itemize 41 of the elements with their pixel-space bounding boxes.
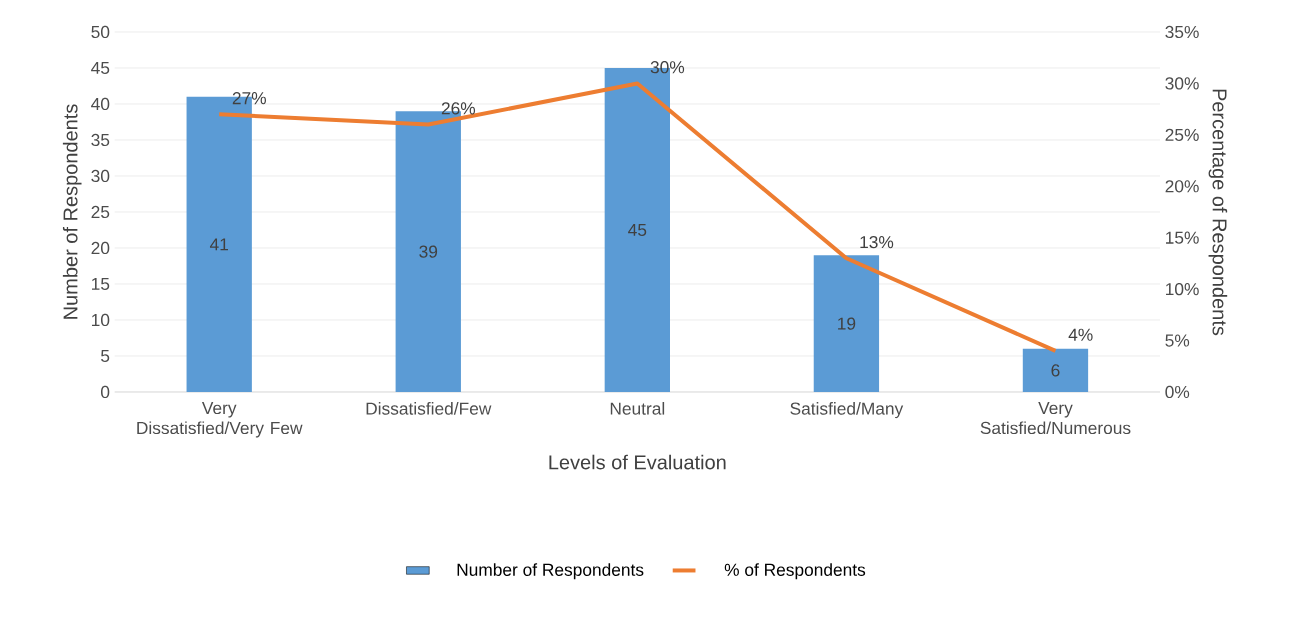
x-tick-label: Neutral [610,402,665,415]
y-tick-label: 10 [92,313,110,327]
data-label: 27% [232,92,266,105]
y-axis-title: Number of Respondents [62,104,82,319]
bar [813,255,880,392]
y-tick-label: 25 [91,205,110,219]
data-label: 45 [628,223,647,237]
data-label: 13% [860,235,894,249]
y-tick-label: 40 [91,97,110,111]
legend-label: Number of Respondents [457,563,644,580]
y2-tick-label: 25% [1165,128,1199,141]
y-tick-label: 20 [91,241,110,255]
data-label: 6 [1051,364,1060,377]
y2-tick-label: 5% [1165,334,1190,347]
y2-tick-label: 10% [1166,282,1199,296]
y2-tick-label: 35% [1165,25,1199,39]
y2-tick-label: 15% [1166,231,1199,244]
x-tick-label: Satisfied/Many [790,402,904,419]
y-tick-label: 45 [91,61,110,75]
y-tick-label: 30 [91,169,110,183]
bar [1022,348,1089,392]
y-tick-label: 15 [92,277,110,291]
y-tick-label: 50 [91,25,110,39]
y-tick-label: 35 [91,133,110,147]
y-tick-label: 5 [101,349,110,363]
data-label: 39 [419,245,438,258]
legend-label: % of Respondents [724,563,866,580]
x-tick-label: Very Satisfied/Numerous [980,402,1131,435]
data-label: 26% [441,102,476,115]
data-label: 30% [650,61,685,74]
x-tick-label: Very Dissatisfied/Very Few [137,402,303,438]
y2-tick-label: 0% [1165,385,1190,399]
data-label: 4% [1068,328,1093,341]
data-label: 19 [838,317,856,330]
x-axis-title: Levels of Evaluation [549,454,726,470]
x-tick-label: Dissatisfied/Few [366,402,492,415]
y-tick-label: 0 [100,385,110,399]
y2-tick-label: 20% [1165,180,1199,193]
data-label: 41 [209,238,229,251]
y2-tick-label: 30% [1165,77,1199,90]
y2-axis-title: Percentage of Respondents [1208,89,1228,336]
